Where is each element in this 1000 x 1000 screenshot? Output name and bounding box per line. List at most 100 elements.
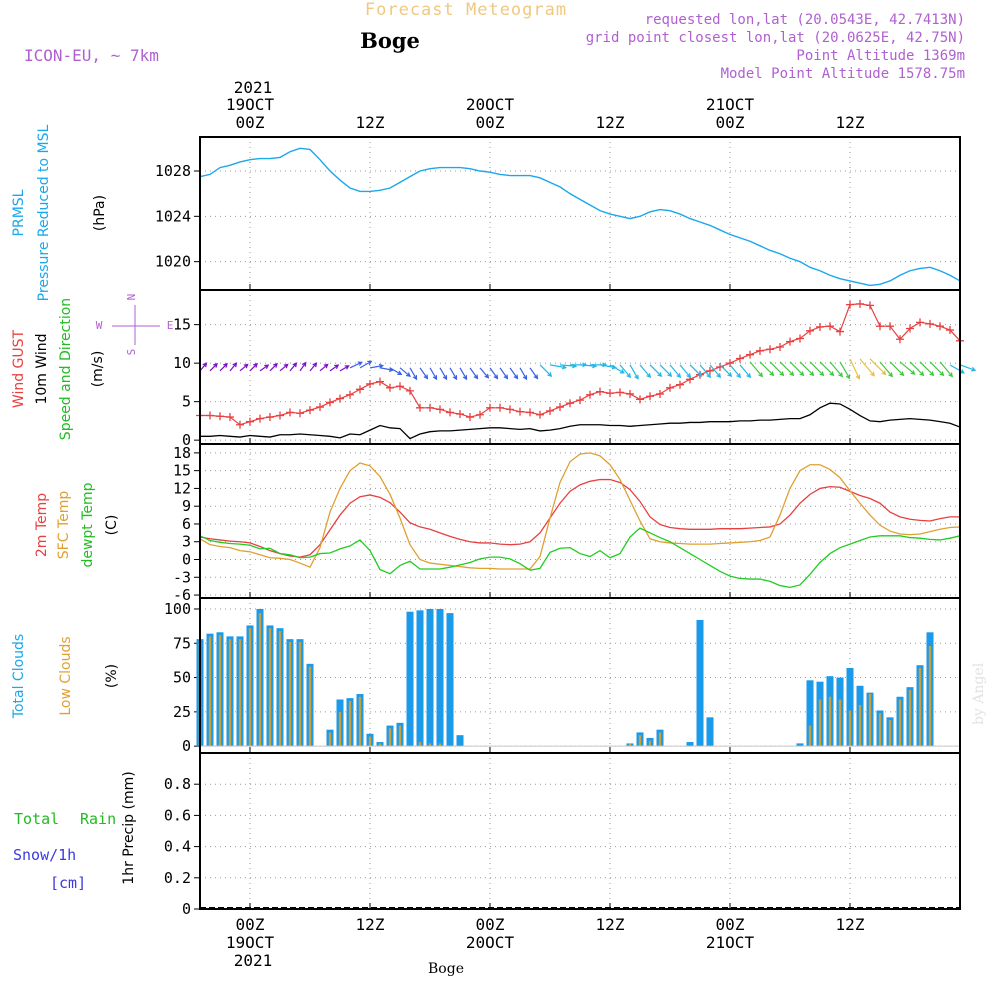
gust-point bbox=[396, 382, 404, 391]
compass-east: E bbox=[167, 319, 174, 332]
sfc-temp-line bbox=[199, 452, 961, 570]
wind-arrow bbox=[309, 362, 318, 372]
low-cloud-bar bbox=[238, 639, 242, 747]
gust-point bbox=[376, 377, 384, 386]
compass-south: S bbox=[125, 349, 138, 356]
gust-point bbox=[486, 403, 494, 412]
y-tick-label: 15 bbox=[173, 462, 191, 480]
location-title: Boge bbox=[360, 28, 420, 53]
percent-label: (%) bbox=[104, 664, 120, 688]
wind-panel: 0 5 10 15 bbox=[173, 289, 977, 449]
gust-point bbox=[656, 389, 664, 398]
wind-arrow bbox=[779, 361, 795, 377]
total-cloud-bar bbox=[436, 608, 444, 747]
compass-icon: N S W E bbox=[96, 294, 174, 356]
speed-dir-label: Speed and Direction bbox=[58, 298, 74, 440]
gust-point bbox=[366, 379, 374, 388]
wind-arrow bbox=[659, 364, 673, 378]
low-cloud-bar bbox=[308, 666, 312, 747]
wind-arrow bbox=[929, 361, 945, 377]
gust-point bbox=[426, 403, 434, 412]
low-cloud-bar bbox=[878, 713, 882, 747]
precip-mm-label: 1hr Precip (mm) bbox=[121, 771, 137, 884]
wind-arrow bbox=[339, 365, 350, 372]
gust-point bbox=[886, 322, 894, 331]
wind-arrow bbox=[509, 367, 519, 380]
gust-point bbox=[436, 405, 444, 414]
gust-point bbox=[246, 417, 254, 426]
total-cloud-bar bbox=[796, 743, 804, 747]
low-cloud-bar bbox=[828, 696, 832, 747]
total-cloud-bar bbox=[806, 680, 814, 747]
gust-point bbox=[826, 322, 834, 331]
point-altitude: Point Altitude 1369m bbox=[796, 48, 965, 64]
total-cloud-bar bbox=[406, 611, 414, 747]
wind-arrow bbox=[299, 361, 307, 372]
low-cloud-bar bbox=[248, 628, 252, 747]
wind-arrow bbox=[239, 363, 249, 372]
low-cloud-bar bbox=[418, 742, 422, 747]
bottom-location: Boge bbox=[428, 961, 464, 977]
gust-point bbox=[346, 390, 354, 399]
sfc-temp-label: SFC Temp bbox=[56, 491, 72, 560]
gust-point bbox=[496, 403, 504, 412]
y-tick-label: 0.8 bbox=[164, 775, 191, 793]
y-tick-label: 50 bbox=[173, 669, 191, 687]
gust-point bbox=[796, 334, 804, 343]
gust-point bbox=[506, 405, 514, 414]
rain-label: Rain bbox=[80, 810, 116, 828]
bottom-time-label: 00Z bbox=[236, 915, 265, 934]
wind-arrow bbox=[279, 363, 289, 372]
bottom-time-label: 12Z bbox=[596, 915, 625, 934]
gust-point bbox=[766, 345, 774, 354]
wind-arrow bbox=[769, 361, 785, 377]
wind-arrow bbox=[359, 360, 373, 369]
gust-point bbox=[846, 300, 854, 309]
wind-arrow bbox=[889, 361, 905, 377]
bottom-date-label: 20OCT bbox=[466, 933, 515, 952]
y-tick-label: 3 bbox=[182, 533, 191, 551]
celsius-label: (C) bbox=[104, 515, 120, 536]
model-altitude: Model Point Altitude 1578.75m bbox=[721, 66, 965, 82]
wind-arrow bbox=[949, 364, 965, 374]
gust-point bbox=[636, 395, 644, 404]
y-tick-label: 25 bbox=[173, 703, 191, 721]
low-cloud-bar bbox=[278, 630, 282, 747]
total-clouds-label: Total Clouds bbox=[11, 634, 27, 719]
wind-arrow bbox=[709, 364, 722, 379]
watermark: by Angel bbox=[971, 662, 987, 725]
y-tick-label: 100 bbox=[164, 600, 191, 618]
gust-label: Wind GUST bbox=[11, 329, 27, 408]
total-cloud-bar bbox=[446, 613, 454, 747]
wind-arrow bbox=[739, 364, 752, 379]
gust-point bbox=[536, 410, 544, 419]
wind-arrow bbox=[519, 367, 528, 381]
pressure-frame bbox=[199, 136, 961, 291]
gust-point bbox=[916, 318, 924, 327]
low-cloud-bar bbox=[268, 628, 272, 747]
y-tick-label: 1020 bbox=[155, 253, 191, 271]
grid-point-coords: grid point closest lon,lat (20.0625E, 42… bbox=[586, 30, 965, 46]
low-cloud-bar bbox=[378, 743, 382, 747]
gust-point bbox=[946, 326, 954, 335]
top-date-label: 21OCT bbox=[706, 95, 755, 114]
wind-arrow bbox=[209, 362, 218, 372]
low-cloud-bar bbox=[818, 699, 822, 747]
total-cloud-bar bbox=[846, 667, 854, 747]
wind-arrow bbox=[439, 367, 448, 381]
wind-arrow bbox=[669, 364, 682, 379]
top-time-label: 00Z bbox=[476, 113, 505, 132]
gust-point bbox=[456, 409, 464, 418]
low-cloud-bar bbox=[288, 641, 292, 747]
wind-arrow bbox=[829, 361, 844, 378]
temp2m-line bbox=[199, 478, 960, 558]
wind-arrow bbox=[539, 364, 553, 378]
gust-point bbox=[866, 301, 874, 310]
y-tick-label: 0 bbox=[182, 900, 191, 918]
low-cloud-bar bbox=[848, 710, 852, 747]
wind-arrow bbox=[229, 362, 238, 372]
wind-arrow bbox=[699, 364, 712, 379]
wind-arrow bbox=[529, 367, 539, 380]
wind-arrow bbox=[629, 364, 639, 380]
wind-arrow bbox=[479, 367, 490, 379]
